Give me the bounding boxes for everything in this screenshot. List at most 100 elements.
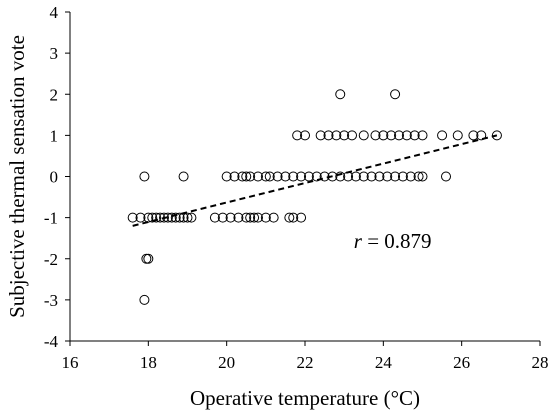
data-point [178,212,189,223]
data-point [170,212,181,223]
x-tick-label: 28 [532,353,549,372]
data-point [143,253,154,264]
y-tick-label: -3 [44,291,58,310]
data-point [233,212,244,223]
data-point [417,171,428,182]
data-point [468,130,479,141]
data-point [382,171,393,182]
data-point [397,171,408,182]
data-point [437,130,448,141]
data-point [413,171,424,182]
data-point [374,171,385,182]
y-tick-label: 1 [50,126,59,145]
correlation-annotation: r = 0.879 [354,229,432,253]
y-tick-label: -4 [44,332,59,351]
trendline-dashed [132,134,498,227]
data-point [260,212,271,223]
annotation-symbol: r [354,229,363,253]
data-point [127,212,138,223]
data-point [296,171,307,182]
data-point [378,130,389,141]
data-point [245,171,256,182]
data-point [162,212,173,223]
data-point [284,212,295,223]
annotation-value: = 0.879 [362,229,432,253]
data-point [217,212,228,223]
data-point [358,130,369,141]
data-point [249,212,260,223]
y-tick-label: 3 [50,44,59,63]
data-point [288,171,299,182]
data-point [186,212,197,223]
y-tick-label: 4 [50,3,59,22]
data-point [178,171,189,182]
data-point [245,212,256,223]
axes [65,11,541,346]
data-point [405,171,416,182]
tick-labels: -4 -3 -2 -1 0 1 2 3 4 16 18 20 22 24 26 28 [44,3,549,372]
trendline [132,134,498,227]
data-point [491,130,502,141]
data-point [141,253,152,264]
data-point [335,89,346,100]
data-point [417,130,428,141]
data-point [260,171,271,182]
data-point [268,212,279,223]
data-point [264,171,275,182]
data-point [358,171,369,182]
data-point [147,212,158,223]
data-point [182,212,193,223]
data-point [343,171,354,182]
data-point [311,171,322,182]
data-point [347,130,357,141]
data-point [221,171,232,182]
data-point [303,171,314,182]
x-tick-label: 16 [62,353,79,372]
data-point [253,212,263,223]
data-points [127,89,502,305]
data-point [135,212,146,223]
data-point [319,171,330,182]
data-point [166,212,177,223]
data-point [296,212,307,223]
y-tick-label: -2 [44,250,58,269]
data-point [300,130,310,141]
data-point [315,130,326,141]
data-point [253,171,263,182]
data-point [370,130,381,141]
data-point [229,171,240,182]
y-tick-label: -1 [44,209,58,228]
data-point [143,212,154,223]
data-point [366,171,377,182]
x-tick-label: 26 [453,353,470,372]
data-point [331,130,342,141]
data-point [272,171,283,182]
data-point [174,212,185,223]
data-point [280,171,291,182]
data-point [292,130,303,141]
data-point [394,130,404,141]
data-point [350,171,361,182]
data-point [339,130,350,141]
data-point [476,130,487,141]
data-point [327,171,338,182]
x-tick-label: 22 [297,353,314,372]
data-point [139,171,150,182]
y-axis-label: Subjective thermal sensation vote [5,35,29,318]
data-point [441,171,451,182]
data-point [401,130,412,141]
data-point [139,294,150,305]
data-point [386,130,397,141]
data-point [335,171,346,182]
data-point [323,130,334,141]
data-point [390,89,401,100]
data-point [151,212,162,223]
data-point [241,171,252,182]
data-point [409,130,420,141]
data-point [390,171,401,182]
data-point [209,212,220,223]
y-tick-label: 2 [50,85,59,104]
data-point [225,212,236,223]
x-axis-label: Operative temperature (°C) [190,386,420,410]
